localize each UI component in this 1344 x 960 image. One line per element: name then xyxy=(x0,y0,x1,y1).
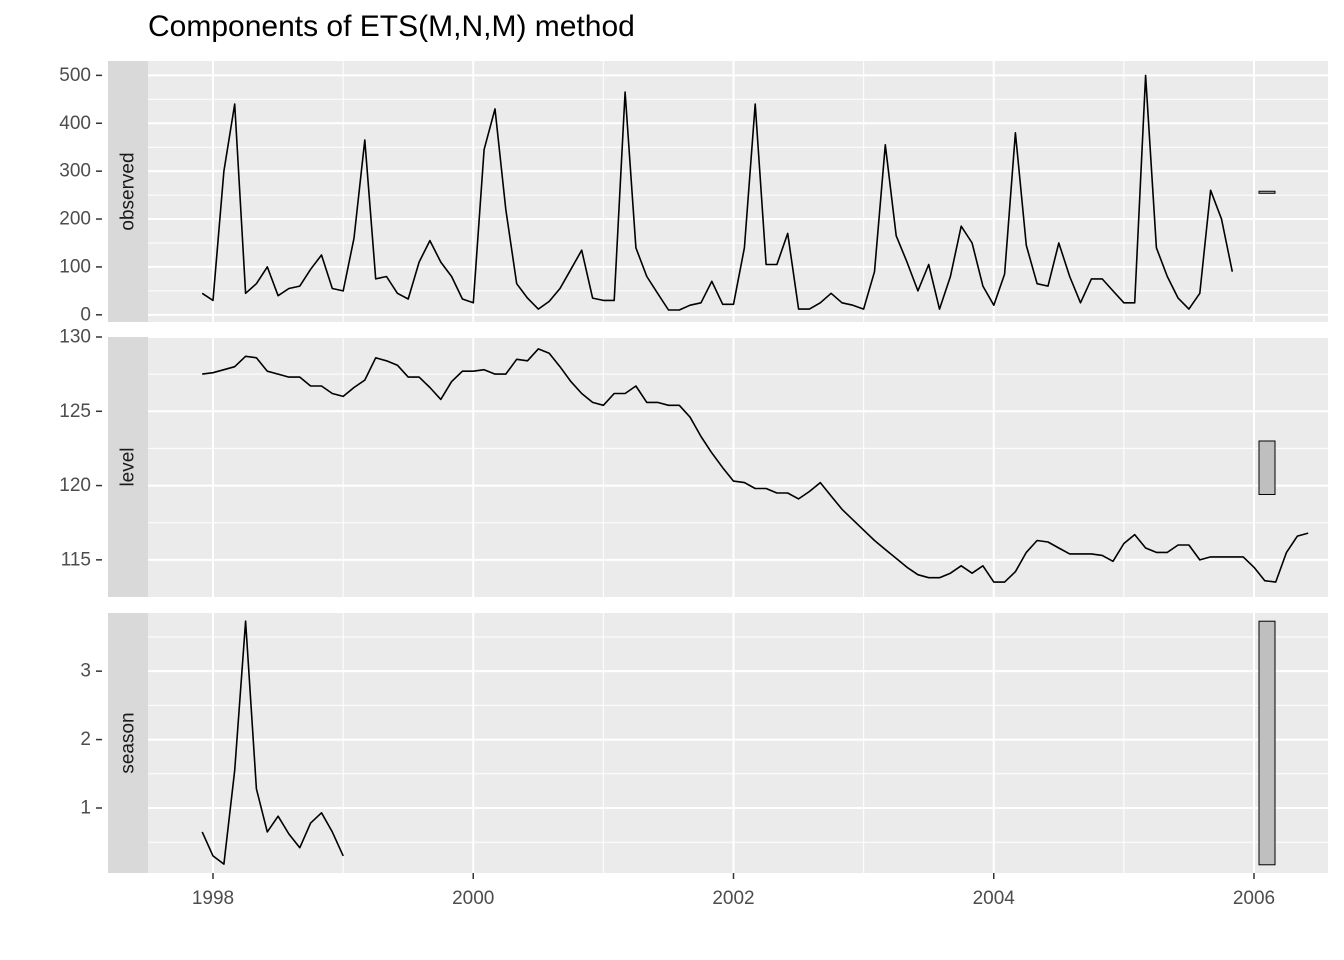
strip-level xyxy=(108,337,148,597)
panel-background xyxy=(148,337,1328,597)
y-tick-label: 100 xyxy=(59,256,91,277)
chart-title: Components of ETS(M,N,M) method xyxy=(148,10,635,43)
panel-observed: observed 0 100 200 300 400 500 xyxy=(59,61,1328,325)
x-tick-label: 1998 xyxy=(192,888,234,909)
panel-background xyxy=(148,613,1328,873)
strip-label-observed: observed xyxy=(118,152,139,230)
strip-label-season: season xyxy=(118,712,139,773)
strip-label-level: level xyxy=(118,447,139,486)
series-line-level xyxy=(202,348,1309,583)
range-bar-observed xyxy=(1258,190,1276,194)
series-line-season xyxy=(201,620,344,865)
y-tick-label: 115 xyxy=(61,549,91,570)
range-bar-season xyxy=(1258,620,1276,866)
x-tick-label: 2000 xyxy=(452,888,494,909)
y-tick-label: 0 xyxy=(80,304,91,325)
y-tick-label: 400 xyxy=(59,113,91,134)
series-line-observed xyxy=(201,74,1234,311)
y-tick-label: 3 xyxy=(80,661,91,682)
strip-observed xyxy=(108,61,148,322)
y-tick-label: 200 xyxy=(59,209,91,230)
y-tick-label: 500 xyxy=(59,65,91,86)
strip-season xyxy=(108,613,148,873)
x-tick-label: 2004 xyxy=(973,888,1016,909)
x-axis: 1998 2000 2002 2004 2006 xyxy=(192,873,1275,909)
y-tick-label: 130 xyxy=(59,327,91,348)
range-bar-level xyxy=(1258,440,1276,495)
panel-season: season 1 2 3 xyxy=(80,613,1328,873)
x-tick-label: 2006 xyxy=(1233,888,1275,909)
x-tick-label: 2002 xyxy=(712,888,754,909)
y-tick-label: 125 xyxy=(59,401,91,422)
y-tick-label: 120 xyxy=(59,475,91,496)
y-tick-label: 2 xyxy=(80,729,91,750)
y-tick-label: 1 xyxy=(80,798,91,819)
panel-level: level 115 120 125 130 xyxy=(59,327,1328,597)
y-tick-label: 300 xyxy=(59,161,91,182)
